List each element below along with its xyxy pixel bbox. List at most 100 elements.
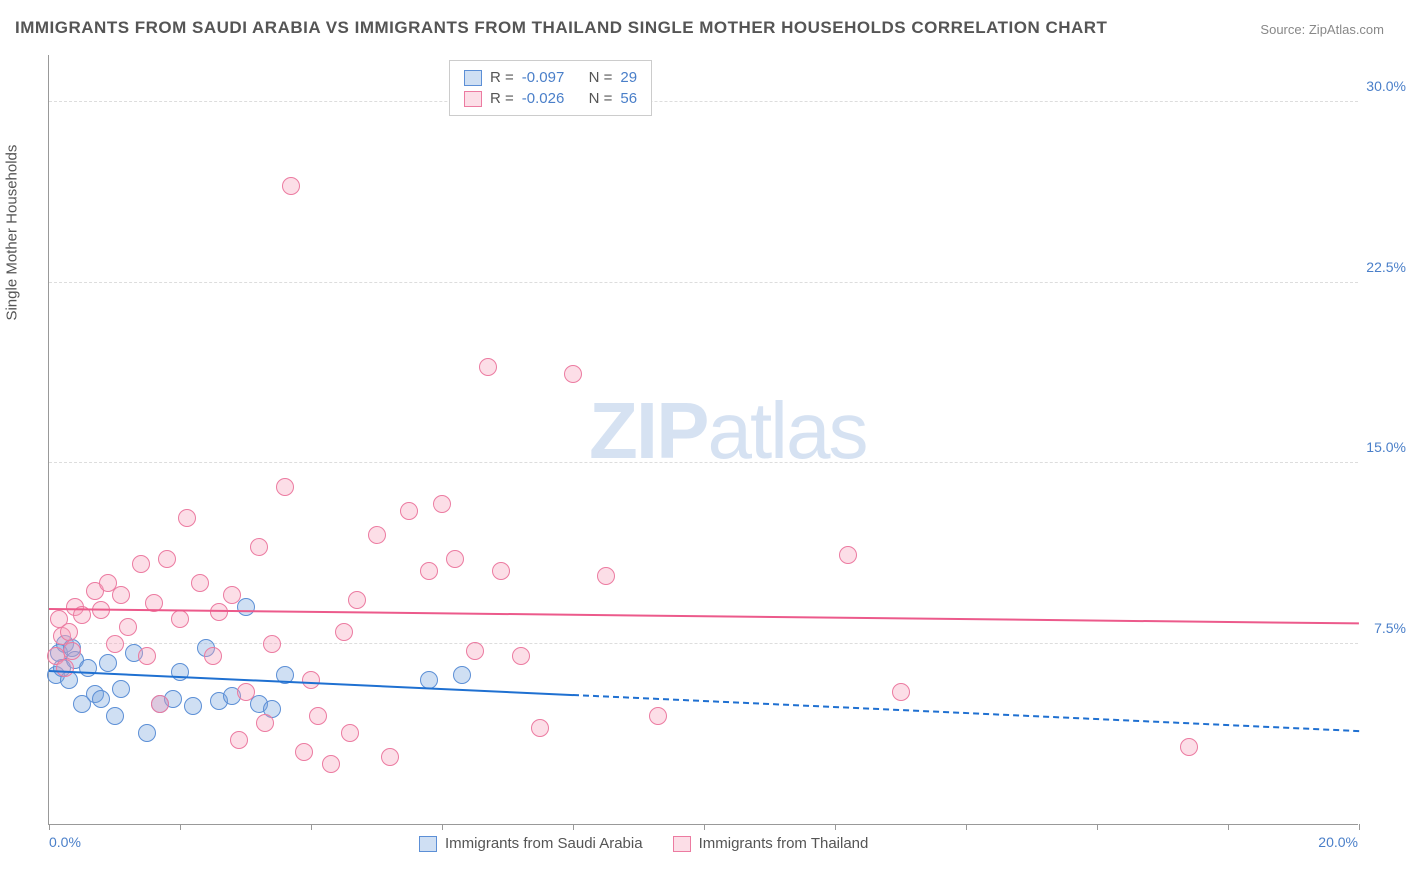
scatter-point xyxy=(649,707,667,725)
y-tick-label: 30.0% xyxy=(1366,78,1406,94)
scatter-point xyxy=(106,635,124,653)
y-tick-label: 15.0% xyxy=(1366,439,1406,455)
legend-swatch xyxy=(673,836,691,852)
scatter-point xyxy=(420,562,438,580)
series-legend: Immigrants from Saudi Arabia Immigrants f… xyxy=(419,835,868,852)
scatter-point xyxy=(106,707,124,725)
scatter-point xyxy=(112,680,130,698)
scatter-point xyxy=(839,546,857,564)
x-tick xyxy=(835,824,836,830)
scatter-point xyxy=(453,666,471,684)
y-axis-label: Single Mother Households xyxy=(4,145,21,321)
gridline xyxy=(49,101,1358,102)
x-tick xyxy=(966,824,967,830)
scatter-point xyxy=(335,623,353,641)
scatter-point xyxy=(132,555,150,573)
scatter-point xyxy=(433,495,451,513)
scatter-point xyxy=(119,618,137,636)
scatter-point xyxy=(158,550,176,568)
scatter-point xyxy=(492,562,510,580)
scatter-point xyxy=(250,538,268,556)
scatter-point xyxy=(92,690,110,708)
scatter-point xyxy=(466,642,484,660)
legend-label: Immigrants from Thailand xyxy=(699,835,869,852)
stats-row: R = -0.097 N = 29 xyxy=(464,67,637,88)
scatter-point xyxy=(223,586,241,604)
x-tick xyxy=(1228,824,1229,830)
x-tick xyxy=(704,824,705,830)
scatter-point xyxy=(138,724,156,742)
gridline xyxy=(49,282,1358,283)
scatter-point xyxy=(892,683,910,701)
scatter-point xyxy=(151,695,169,713)
x-tick xyxy=(1097,824,1098,830)
gridline xyxy=(49,643,1358,644)
x-tick xyxy=(1359,824,1360,830)
x-tick xyxy=(49,824,50,830)
chart-title: IMMIGRANTS FROM SAUDI ARABIA VS IMMIGRAN… xyxy=(15,18,1107,38)
scatter-point xyxy=(60,623,78,641)
scatter-point xyxy=(564,365,582,383)
scatter-point xyxy=(322,755,340,773)
scatter-point xyxy=(63,642,81,660)
scatter-point xyxy=(341,724,359,742)
x-tick xyxy=(442,824,443,830)
scatter-point xyxy=(302,671,320,689)
scatter-point xyxy=(309,707,327,725)
legend-swatch xyxy=(464,70,482,86)
scatter-point xyxy=(237,683,255,701)
legend-label: Immigrants from Saudi Arabia xyxy=(445,835,643,852)
scatter-point xyxy=(531,719,549,737)
source-value: ZipAtlas.com xyxy=(1309,22,1384,37)
stat-n-label: N = xyxy=(589,90,613,107)
scatter-point xyxy=(171,610,189,628)
source-attribution: Source: ZipAtlas.com xyxy=(1260,22,1384,37)
scatter-point xyxy=(191,574,209,592)
x-axis-min-label: 0.0% xyxy=(49,834,81,850)
source-label: Source: xyxy=(1260,22,1305,37)
legend-swatch xyxy=(419,836,437,852)
scatter-point xyxy=(230,731,248,749)
scatter-point xyxy=(420,671,438,689)
legend-swatch xyxy=(464,91,482,107)
scatter-point xyxy=(263,635,281,653)
scatter-point xyxy=(276,478,294,496)
scatter-point xyxy=(99,654,117,672)
stat-r-label: R = xyxy=(490,90,514,107)
stat-n-value: 29 xyxy=(620,69,637,86)
chart-plot-area: ZIPatlas R =-0.097 N =29R =-0.026 N =56 … xyxy=(48,55,1358,825)
scatter-point xyxy=(256,714,274,732)
scatter-point xyxy=(446,550,464,568)
scatter-point xyxy=(112,586,130,604)
scatter-point xyxy=(178,509,196,527)
scatter-point xyxy=(204,647,222,665)
stats-row: R = -0.026 N = 56 xyxy=(464,88,637,109)
stat-n-label: N = xyxy=(589,69,613,86)
scatter-point xyxy=(1180,738,1198,756)
y-tick-label: 7.5% xyxy=(1374,620,1406,636)
scatter-point xyxy=(210,603,228,621)
scatter-point xyxy=(138,647,156,665)
y-tick-label: 22.5% xyxy=(1366,259,1406,275)
scatter-point xyxy=(368,526,386,544)
stat-r-value: -0.097 xyxy=(522,69,565,86)
watermark-bold: ZIP xyxy=(589,386,707,475)
scatter-point xyxy=(597,567,615,585)
scatter-point xyxy=(479,358,497,376)
scatter-point xyxy=(171,663,189,681)
scatter-point xyxy=(512,647,530,665)
scatter-point xyxy=(381,748,399,766)
x-tick xyxy=(180,824,181,830)
scatter-point xyxy=(282,177,300,195)
watermark-rest: atlas xyxy=(707,386,866,475)
scatter-point xyxy=(295,743,313,761)
watermark-text: ZIPatlas xyxy=(589,385,866,477)
legend-item: Immigrants from Thailand xyxy=(673,835,869,852)
stat-r-label: R = xyxy=(490,69,514,86)
stat-n-value: 56 xyxy=(620,90,637,107)
scatter-point xyxy=(400,502,418,520)
trend-line xyxy=(573,694,1359,732)
legend-item: Immigrants from Saudi Arabia xyxy=(419,835,643,852)
stat-r-value: -0.026 xyxy=(522,90,565,107)
scatter-point xyxy=(348,591,366,609)
